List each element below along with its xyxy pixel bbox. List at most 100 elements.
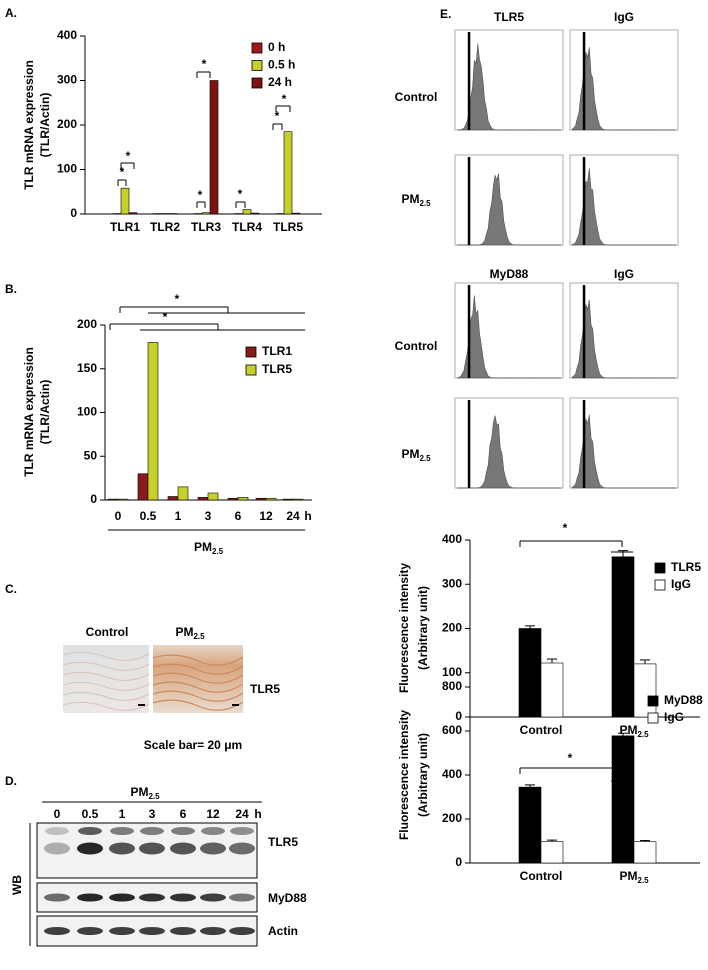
column-label: TLR5 (494, 10, 524, 24)
row-label-main: PM (401, 447, 419, 461)
bar (209, 80, 219, 215)
blot-band (44, 893, 70, 902)
y-tick-label: 150 (77, 361, 97, 375)
histogram (571, 299, 676, 379)
panel-label: D. (5, 774, 17, 788)
blot-band (77, 842, 103, 855)
bar (633, 663, 657, 718)
x-tick-label: Control (520, 723, 563, 737)
tissue-fiber (152, 654, 244, 666)
bar (633, 841, 657, 864)
blot-band (229, 893, 255, 902)
panel-label: B. (5, 282, 17, 296)
bar (611, 556, 635, 718)
lane-label: 0 (54, 807, 61, 821)
x-unit: h (304, 509, 311, 523)
bar (227, 497, 239, 501)
y-tick-label: 400 (442, 532, 462, 546)
y-tick-label: 600 (442, 723, 462, 737)
row-label-main: PM (401, 192, 419, 206)
row-label: Control (395, 339, 438, 353)
blot-row-label: Actin (268, 924, 298, 938)
y-tick-label: 300 (57, 73, 77, 87)
panel-label: A. (5, 6, 17, 20)
x-tick-label-main: PM (619, 869, 637, 883)
blot-band (171, 827, 195, 835)
x-tick-label: 0.5 (140, 509, 157, 523)
x-tick-label: TLR3 (191, 220, 221, 234)
histogram-frame (454, 397, 564, 489)
y-tick-label: 0 (455, 709, 462, 723)
blot-band (201, 827, 225, 835)
legend-swatch (245, 346, 257, 358)
column-label-main: PM (175, 625, 193, 639)
x-tick-label: TLR1 (110, 220, 140, 234)
bar (540, 841, 564, 864)
bar (167, 496, 179, 501)
blot-band (109, 842, 135, 855)
y-tick-label: 400 (442, 767, 462, 781)
histogram (456, 295, 561, 379)
y-axis-label: (TLR/Actin) (38, 93, 52, 158)
bar (237, 497, 249, 501)
x-tick-label-sub: 2.5 (637, 730, 649, 739)
blot-band (110, 827, 134, 835)
x-tick-label: PM2.5 (619, 869, 649, 885)
legend-label: 0.5 h (268, 58, 295, 72)
blot-band (44, 927, 70, 935)
legend-label: IgG (671, 577, 691, 591)
tissue-fiber (152, 672, 244, 684)
bar (120, 187, 130, 215)
x-tick-label: 24 (286, 509, 300, 523)
y-tick-label: 400 (57, 28, 77, 42)
significance-mark: * (198, 188, 203, 202)
row-label: Control (395, 90, 438, 104)
significance-mark: * (126, 149, 131, 163)
lane-label: 1 (119, 807, 126, 821)
blot-band (45, 827, 69, 835)
bar (611, 735, 635, 864)
x-tick-label-sub: 2.5 (637, 876, 649, 885)
blot-band (139, 842, 165, 855)
x-tick-label: TLR2 (150, 220, 180, 234)
bar (250, 212, 260, 215)
lane-label: 24 (235, 807, 249, 821)
x-tick-label: TLR4 (232, 220, 262, 234)
y-tick-label: 200 (57, 117, 77, 131)
lane-label: 12 (206, 807, 220, 821)
tissue-fiber (62, 691, 150, 701)
blot-band (229, 927, 255, 935)
blot-band (77, 893, 103, 902)
legend-label: 24 h (268, 75, 292, 89)
tissue-fiber (152, 663, 244, 675)
histogram (571, 167, 676, 246)
legend-swatch (245, 364, 257, 376)
x-tick-label: 12 (259, 509, 273, 523)
x-tick-label: 3 (205, 509, 212, 523)
column-label: MyD88 (490, 267, 529, 281)
row-label: TLR5 (250, 682, 280, 696)
row-label: PM2.5 (401, 447, 431, 463)
panel-label: C. (5, 582, 17, 596)
bar (137, 473, 149, 501)
row-label-sub: 2.5 (419, 199, 431, 208)
column-label: IgG (614, 267, 634, 281)
y-axis-label: (Arbitrary unit) (416, 586, 430, 670)
side-label: WB (10, 875, 24, 895)
scale-bar (232, 704, 239, 706)
treatment-label: PM2.5 (130, 785, 160, 801)
column-label-sub: 2.5 (193, 632, 205, 641)
legend-label: TLR5 (262, 362, 292, 376)
blot-row-label: MyD88 (268, 891, 307, 905)
legend-swatch (654, 562, 666, 574)
legend-label: 0 h (268, 40, 285, 54)
lane-label: 6 (180, 807, 187, 821)
legend-label: TLR5 (671, 560, 701, 574)
bar (201, 212, 211, 215)
y-tick-label: 0 (90, 492, 97, 506)
column-label: PM2.5 (175, 625, 205, 641)
legend-swatch (654, 579, 666, 591)
blot-band (230, 827, 254, 835)
y-axis-label: Fluorescence intensity (397, 710, 411, 840)
